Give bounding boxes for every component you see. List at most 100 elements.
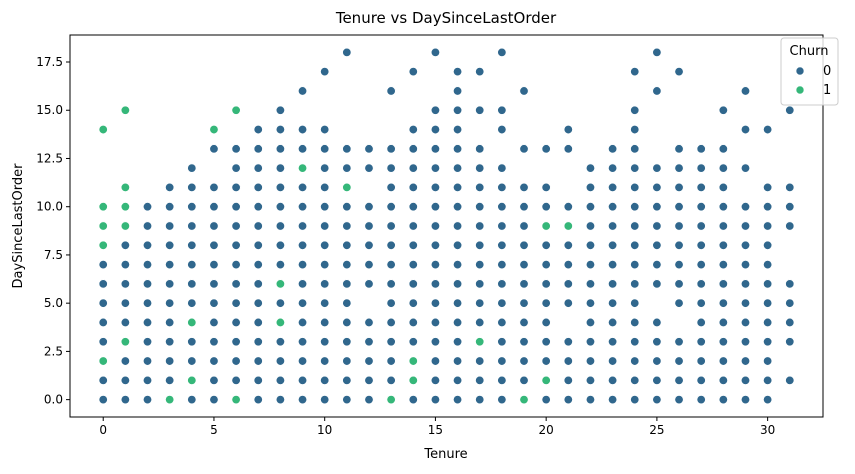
points-layer xyxy=(98,47,795,405)
data-point-churn-0 xyxy=(674,221,684,231)
data-point-churn-1 xyxy=(120,221,130,231)
data-point-churn-0 xyxy=(563,125,573,135)
data-point-churn-0 xyxy=(497,202,507,212)
data-point-churn-1 xyxy=(120,202,130,212)
data-point-churn-0 xyxy=(652,375,662,385)
data-point-churn-0 xyxy=(696,260,706,270)
data-point-churn-0 xyxy=(298,395,308,405)
data-point-churn-1 xyxy=(187,317,197,327)
data-point-churn-0 xyxy=(718,260,728,270)
data-point-churn-0 xyxy=(430,279,440,289)
data-point-churn-1 xyxy=(475,337,485,347)
data-point-churn-0 xyxy=(253,260,263,270)
data-point-churn-0 xyxy=(696,202,706,212)
data-point-churn-0 xyxy=(209,144,219,154)
data-point-churn-0 xyxy=(763,356,773,366)
data-point-churn-0 xyxy=(408,202,418,212)
data-point-churn-0 xyxy=(453,182,463,192)
data-point-churn-0 xyxy=(585,337,595,347)
data-point-churn-0 xyxy=(253,182,263,192)
data-point-churn-0 xyxy=(652,395,662,405)
data-point-churn-0 xyxy=(364,260,374,270)
data-point-churn-0 xyxy=(497,395,507,405)
data-point-churn-0 xyxy=(652,317,662,327)
data-point-churn-0 xyxy=(275,240,285,250)
data-point-churn-0 xyxy=(453,144,463,154)
data-point-churn-0 xyxy=(320,356,330,366)
data-point-churn-0 xyxy=(453,395,463,405)
data-point-churn-0 xyxy=(342,163,352,173)
data-point-churn-0 xyxy=(430,221,440,231)
data-point-churn-0 xyxy=(785,279,795,289)
data-point-churn-0 xyxy=(585,317,595,327)
x-tick-label: 25 xyxy=(649,423,664,437)
data-point-churn-0 xyxy=(209,337,219,347)
legend-title: Churn xyxy=(790,44,829,59)
data-point-churn-0 xyxy=(298,337,308,347)
y-tick-label: 10.0 xyxy=(36,200,63,214)
data-point-churn-0 xyxy=(563,144,573,154)
data-point-churn-0 xyxy=(165,337,175,347)
data-point-churn-0 xyxy=(652,163,662,173)
data-point-churn-0 xyxy=(320,260,330,270)
y-axis-label: DaySinceLastOrder xyxy=(11,163,26,289)
data-point-churn-0 xyxy=(120,279,130,289)
data-point-churn-0 xyxy=(718,240,728,250)
data-point-churn-0 xyxy=(718,221,728,231)
data-point-churn-0 xyxy=(408,240,418,250)
data-point-churn-0 xyxy=(608,221,618,231)
data-point-churn-0 xyxy=(497,240,507,250)
data-point-churn-0 xyxy=(165,202,175,212)
data-point-churn-0 xyxy=(231,375,241,385)
data-point-churn-0 xyxy=(740,395,750,405)
data-point-churn-0 xyxy=(475,279,485,289)
x-axis: 0 5 10 15 20 25 30 xyxy=(99,417,775,437)
data-point-churn-0 xyxy=(386,221,396,231)
data-point-churn-0 xyxy=(165,279,175,289)
data-point-churn-0 xyxy=(430,125,440,135)
data-point-churn-0 xyxy=(740,163,750,173)
data-point-churn-0 xyxy=(519,356,529,366)
data-point-churn-0 xyxy=(630,240,640,250)
data-point-churn-0 xyxy=(652,202,662,212)
data-point-churn-0 xyxy=(430,298,440,308)
data-point-churn-0 xyxy=(674,182,684,192)
data-point-churn-0 xyxy=(120,317,130,327)
data-point-churn-0 xyxy=(386,86,396,96)
data-point-churn-0 xyxy=(342,375,352,385)
data-point-churn-0 xyxy=(541,182,551,192)
data-point-churn-0 xyxy=(453,163,463,173)
data-point-churn-0 xyxy=(652,337,662,347)
data-point-churn-0 xyxy=(275,337,285,347)
data-point-churn-0 xyxy=(231,202,241,212)
data-point-churn-0 xyxy=(763,317,773,327)
data-point-churn-0 xyxy=(785,202,795,212)
data-point-churn-0 xyxy=(563,279,573,289)
data-point-churn-0 xyxy=(364,337,374,347)
legend-marker-churn-0 xyxy=(795,66,805,76)
data-point-churn-0 xyxy=(696,240,706,250)
data-point-churn-0 xyxy=(630,260,640,270)
data-point-churn-0 xyxy=(718,356,728,366)
data-point-churn-0 xyxy=(763,221,773,231)
data-point-churn-0 xyxy=(718,202,728,212)
data-point-churn-0 xyxy=(408,163,418,173)
data-point-churn-0 xyxy=(320,202,330,212)
data-point-churn-0 xyxy=(630,356,640,366)
data-point-churn-0 xyxy=(718,395,728,405)
data-point-churn-0 xyxy=(740,260,750,270)
data-point-churn-0 xyxy=(98,260,108,270)
data-point-churn-0 xyxy=(408,67,418,77)
data-point-churn-0 xyxy=(475,144,485,154)
data-point-churn-1 xyxy=(563,221,573,231)
x-tick-label: 10 xyxy=(317,423,332,437)
data-point-churn-0 xyxy=(187,163,197,173)
data-point-churn-0 xyxy=(98,337,108,347)
data-point-churn-0 xyxy=(120,395,130,405)
data-point-churn-0 xyxy=(320,125,330,135)
data-point-churn-0 xyxy=(231,298,241,308)
data-point-churn-0 xyxy=(475,317,485,327)
data-point-churn-0 xyxy=(585,202,595,212)
y-tick-label: 7.5 xyxy=(44,248,63,262)
